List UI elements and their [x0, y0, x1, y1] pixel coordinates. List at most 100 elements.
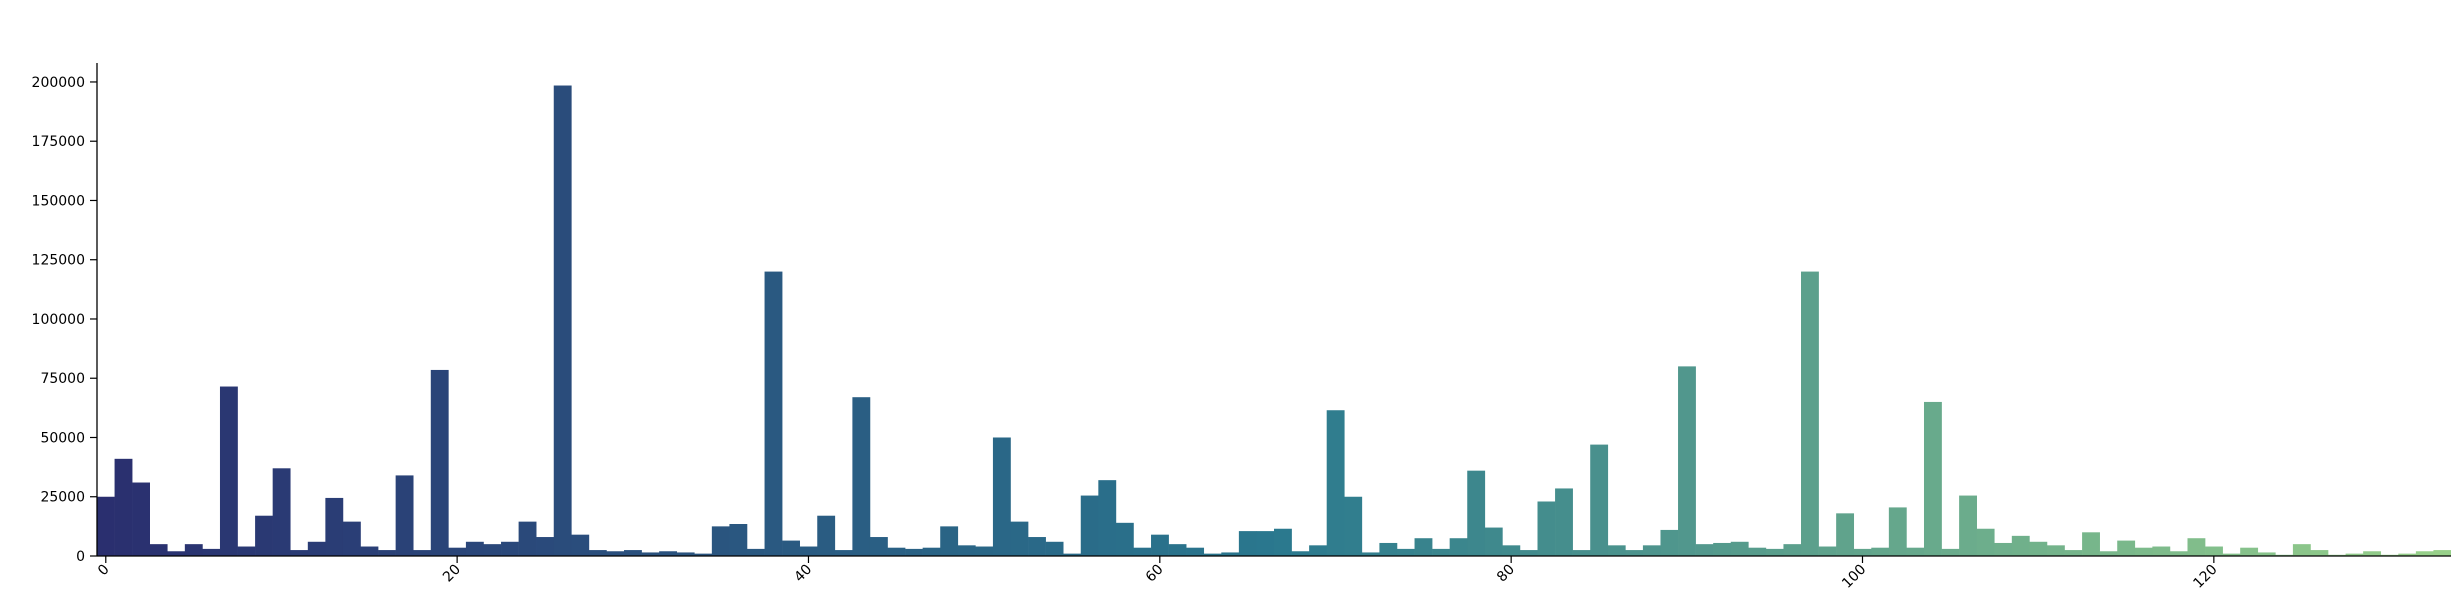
bar-23 [501, 541, 519, 556]
y-tick-label: 200000 [32, 75, 85, 91]
bar-57 [1098, 480, 1117, 556]
bar-99 [1836, 513, 1855, 556]
bar-58 [1115, 522, 1134, 556]
y-tick-label: 25000 [40, 490, 85, 506]
bar-40 [799, 546, 818, 556]
y-tick-label: 125000 [32, 253, 85, 269]
bar-73 [1379, 542, 1398, 556]
y-tick-label: 150000 [32, 193, 85, 209]
bar-2 [132, 482, 150, 556]
bar-106 [1959, 495, 1977, 556]
bar-81 [1519, 550, 1538, 556]
bar-64 [1221, 552, 1240, 556]
bar-133 [2433, 550, 2451, 556]
bar-17 [395, 475, 414, 556]
bar-85 [1590, 444, 1609, 556]
bar-52 [1010, 521, 1029, 556]
bar-39 [782, 540, 800, 556]
bar-70 [1326, 410, 1345, 556]
bar-21 [465, 541, 484, 556]
bar-132 [2415, 551, 2434, 556]
bar-5 [184, 544, 203, 556]
y-tick-label: 100000 [32, 312, 85, 328]
bar-109 [2011, 535, 2030, 556]
bar-28 [588, 550, 607, 556]
bar-80 [1502, 545, 1521, 556]
bar-91 [1695, 544, 1714, 556]
bar-110 [2029, 541, 2048, 556]
bar-72 [1361, 552, 1380, 556]
x-tick-label: 0 [95, 562, 113, 580]
bar-67 [1274, 528, 1292, 556]
bar-6 [202, 548, 221, 556]
bar-8 [237, 546, 256, 556]
bar-107 [1976, 528, 1995, 556]
bar-46 [905, 548, 923, 556]
bar-114 [2099, 551, 2118, 556]
bar-94 [1748, 547, 1767, 556]
bar-120 [2205, 546, 2223, 556]
bar-115 [2117, 540, 2136, 556]
x-tick-label: 80 [1494, 562, 1518, 586]
bar-11 [290, 550, 309, 556]
bar-51 [992, 437, 1011, 556]
bar-104 [1923, 401, 1942, 556]
x-tick-label: 20 [440, 562, 464, 586]
y-tick-label: 0 [76, 549, 85, 565]
bar-116 [2134, 547, 2153, 556]
bar-87 [1625, 550, 1644, 556]
bar-56 [1080, 495, 1099, 556]
bar-53 [1028, 537, 1046, 556]
bar-93 [1730, 541, 1749, 556]
bar-128 [2345, 553, 2364, 556]
bar-78 [1467, 470, 1486, 556]
bar-50 [975, 546, 994, 556]
bar-108 [1994, 542, 2013, 556]
bar-54 [1045, 541, 1064, 556]
bar-71 [1344, 496, 1363, 556]
bar-111 [2046, 545, 2065, 556]
bar-47 [922, 547, 941, 556]
bar-16 [378, 550, 396, 556]
bar-125 [2292, 544, 2311, 556]
bar-7 [219, 386, 238, 556]
bar-112 [2064, 550, 2083, 556]
bar-30 [624, 550, 642, 556]
bar-18 [413, 550, 432, 556]
bar-48 [940, 526, 959, 556]
bar-45 [887, 547, 906, 556]
bar-33 [676, 552, 695, 556]
bar-63 [1203, 553, 1222, 556]
bar-96 [1783, 544, 1802, 556]
bar-95 [1765, 548, 1784, 556]
bar-15 [360, 546, 379, 556]
bar-123 [2257, 552, 2276, 556]
bar-37 [746, 548, 765, 556]
y-axis: 0 25000 50000 75000 100000 125000 150000 175000… [32, 63, 98, 565]
bar-13 [325, 497, 344, 556]
bar-38 [764, 271, 783, 556]
bar-76 [1432, 548, 1450, 556]
bar-27 [571, 534, 590, 556]
bar-0 [97, 496, 115, 556]
bar-89 [1660, 529, 1679, 556]
bar-31 [641, 552, 660, 556]
bar-32 [659, 551, 678, 556]
bar-61 [1168, 544, 1187, 556]
bar-105 [1941, 548, 1960, 556]
bar-126 [2310, 550, 2329, 556]
bar-43 [852, 397, 871, 556]
bar-12 [307, 541, 326, 556]
bar-119 [2187, 538, 2206, 556]
bar-98 [1818, 546, 1837, 556]
bar-24 [518, 521, 537, 556]
bar-68 [1291, 551, 1310, 556]
bar-42 [834, 550, 853, 556]
x-tick-label: 120 [2190, 562, 2220, 592]
bar-100 [1853, 548, 1872, 556]
bar-34 [694, 553, 713, 556]
x-tick-label: 100 [1839, 562, 1869, 592]
bar-62 [1186, 547, 1205, 556]
